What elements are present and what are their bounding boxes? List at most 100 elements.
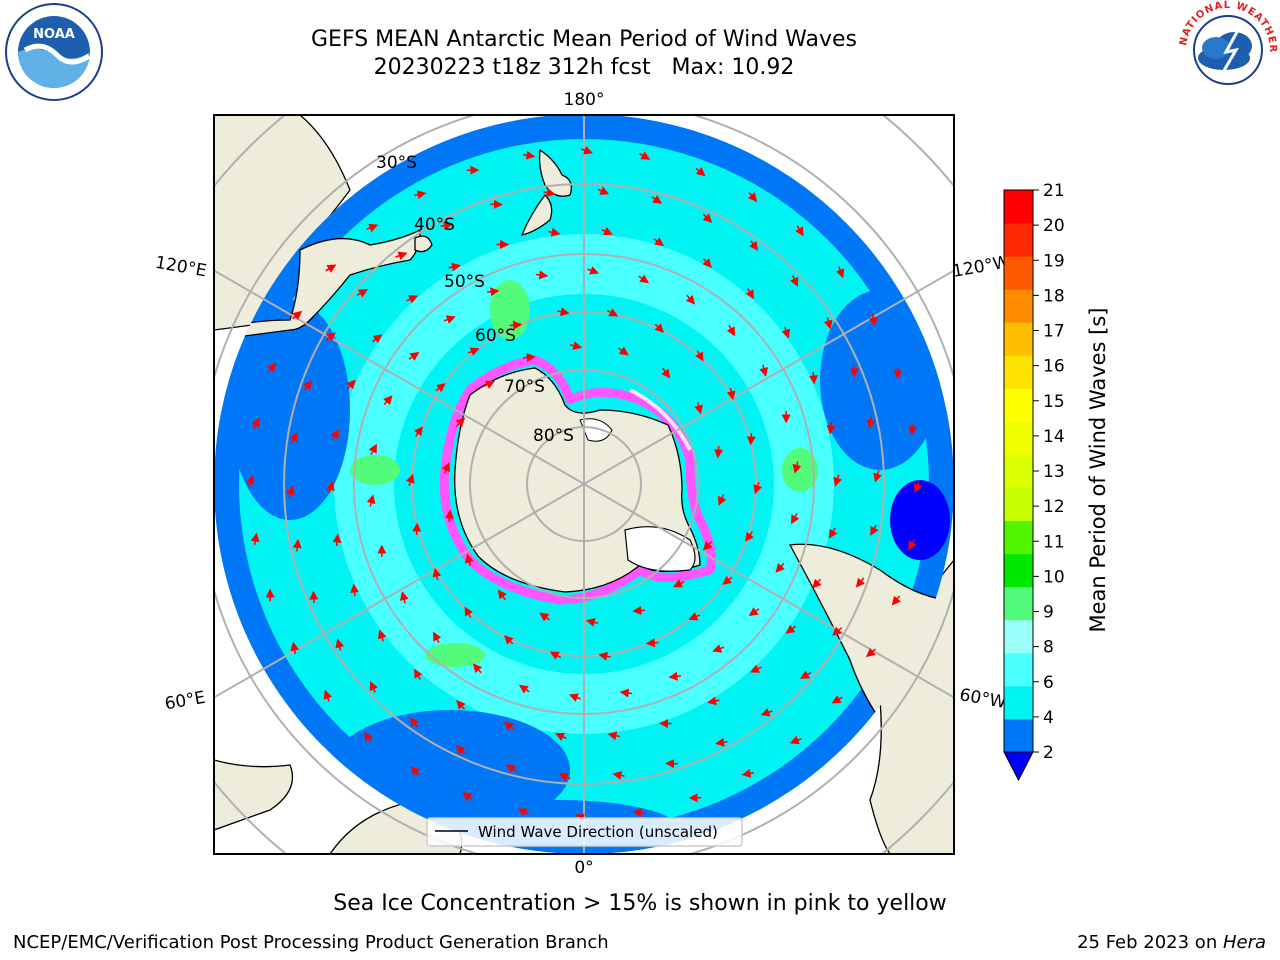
colorbar-tick-label: 12 bbox=[1043, 497, 1065, 517]
colorbar-under-triangle bbox=[1003, 751, 1034, 782]
colorbar-segment bbox=[1004, 421, 1033, 455]
wind-wave-arrow bbox=[749, 240, 759, 251]
wind-wave-arrow bbox=[785, 624, 797, 634]
wind-wave-arrow bbox=[487, 287, 500, 297]
wind-wave-arrow bbox=[448, 262, 461, 272]
wind-wave-arrow bbox=[749, 664, 762, 673]
wind-wave-arrow bbox=[517, 808, 529, 817]
footer-date: 25 Feb 2023 on Hera bbox=[1077, 932, 1266, 953]
colorbar-segment bbox=[1004, 223, 1033, 257]
wind-wave-arrow bbox=[497, 589, 507, 601]
colorbar-segment bbox=[1004, 256, 1033, 290]
wind-wave-arrow bbox=[632, 808, 646, 818]
wind-wave-arrow bbox=[413, 190, 427, 200]
wind-wave-arrow bbox=[748, 607, 760, 616]
wind-wave-arrow bbox=[855, 577, 866, 588]
lon-label-0: 0° bbox=[574, 858, 593, 878]
wind-wave-arrow bbox=[368, 443, 377, 456]
wind-wave-arrow bbox=[618, 346, 629, 356]
wind-wave-arrow bbox=[791, 512, 800, 525]
map-subtitle: 20230223 t18z 312h fcst Max: 10.92 bbox=[373, 55, 795, 80]
wind-wave-arrow bbox=[456, 699, 466, 710]
wind-wave-arrow bbox=[760, 707, 773, 717]
wind-wave-arrow bbox=[325, 264, 337, 273]
footer-credit: NCEP/EMC/Verification Post Processing Pr… bbox=[13, 932, 609, 953]
wind-wave-arrow bbox=[548, 227, 561, 237]
colorbar-tick-label: 8 bbox=[1043, 638, 1054, 658]
wind-wave-arrow bbox=[702, 258, 712, 269]
wind-wave-arrow bbox=[831, 695, 843, 704]
colorbar-segment bbox=[1004, 487, 1033, 522]
wind-wave-arrow bbox=[661, 367, 671, 379]
wind-wave-arrow bbox=[549, 651, 562, 660]
wind-wave-arrow bbox=[800, 670, 812, 679]
wind-wave-arrow bbox=[653, 237, 665, 247]
colorbar-tick-label: 9 bbox=[1043, 603, 1054, 623]
wind-wave-arrow bbox=[601, 226, 613, 236]
wind-wave-arrow bbox=[789, 735, 802, 745]
colorbar-segment bbox=[1004, 553, 1033, 588]
colorbar-segment bbox=[1004, 520, 1033, 555]
wind-wave-arrow bbox=[668, 671, 681, 681]
wind-wave-arrow bbox=[585, 618, 599, 627]
wind-wave-arrow bbox=[302, 380, 313, 391]
wind-wave-arrow bbox=[432, 567, 442, 581]
colorbar-segment bbox=[1004, 454, 1033, 489]
wind-wave-arrow bbox=[366, 494, 376, 507]
wind-wave-arrow bbox=[619, 688, 633, 698]
wind-wave-arrow bbox=[828, 527, 838, 539]
colorbar-tick-label: 15 bbox=[1043, 392, 1065, 412]
colorbar-segment bbox=[1004, 652, 1033, 687]
wind-wave-arrow bbox=[326, 481, 335, 494]
wind-wave-arrow bbox=[483, 380, 496, 389]
wind-wave-arrow bbox=[702, 213, 713, 223]
map-title: GEFS MEAN Antarctic Mean Period of Wind … bbox=[311, 27, 857, 52]
wind-wave-arrow bbox=[826, 421, 836, 435]
wind-wave-arrow bbox=[364, 731, 373, 743]
wind-wave-arrow bbox=[250, 532, 260, 546]
wind-wave-arrow bbox=[410, 765, 421, 776]
wind-wave-arrow bbox=[832, 626, 843, 636]
wind-wave-arrow bbox=[702, 540, 713, 551]
wind-wave-arrow bbox=[509, 320, 523, 330]
wind-wave-arrow bbox=[441, 462, 450, 474]
colorbar-tick-label: 6 bbox=[1043, 673, 1054, 693]
colorbar-segment bbox=[1004, 190, 1033, 224]
wind-wave-arrow bbox=[309, 590, 319, 604]
wind-wave-arrow bbox=[812, 578, 822, 589]
wind-wave-arrow bbox=[443, 315, 456, 324]
wind-wave-arrow bbox=[792, 461, 802, 474]
wind-wave-arrow bbox=[335, 638, 345, 651]
wind-wave-arrow bbox=[849, 364, 859, 378]
lon-label-120w: 120°W bbox=[951, 252, 1012, 282]
wind-wave-arrow bbox=[639, 151, 651, 160]
wind-wave-arrow bbox=[865, 647, 876, 658]
wind-wave-arrow bbox=[455, 417, 466, 428]
wind-wave-arrow bbox=[433, 631, 442, 643]
map-legend: Wind Wave Direction (unscaled) bbox=[426, 817, 743, 847]
wind-wave-arrow bbox=[346, 379, 356, 390]
wind-wave-arrow bbox=[775, 562, 785, 573]
colorbar-segment bbox=[1004, 685, 1033, 720]
colorbar-tick-label: 4 bbox=[1043, 708, 1054, 728]
colorbar-tick-label: 21 bbox=[1043, 181, 1065, 201]
sea-ice-edge bbox=[439, 355, 716, 605]
colorbar-segment bbox=[1004, 619, 1033, 654]
footer-host: Hera bbox=[1222, 932, 1266, 953]
wind-wave-arrow bbox=[695, 167, 706, 177]
wind-wave-arrow bbox=[891, 595, 901, 606]
map-frame bbox=[213, 114, 955, 855]
wind-wave-arrow bbox=[781, 326, 791, 339]
lat-label-70s: 70°S bbox=[504, 377, 545, 397]
wind-wave-arrow bbox=[435, 383, 446, 393]
wind-wave-arrow bbox=[823, 317, 833, 330]
colorbar-tick-label: 11 bbox=[1043, 532, 1065, 552]
wind-wave-arrow bbox=[557, 307, 570, 317]
wind-wave-arrow bbox=[289, 432, 298, 444]
wind-wave-arrow bbox=[467, 347, 480, 356]
colorbar-segment bbox=[1004, 586, 1033, 621]
lat-label-60s: 60°S bbox=[475, 326, 516, 346]
wind-wave-arrow bbox=[833, 474, 842, 487]
wind-wave-arrow bbox=[568, 693, 581, 702]
